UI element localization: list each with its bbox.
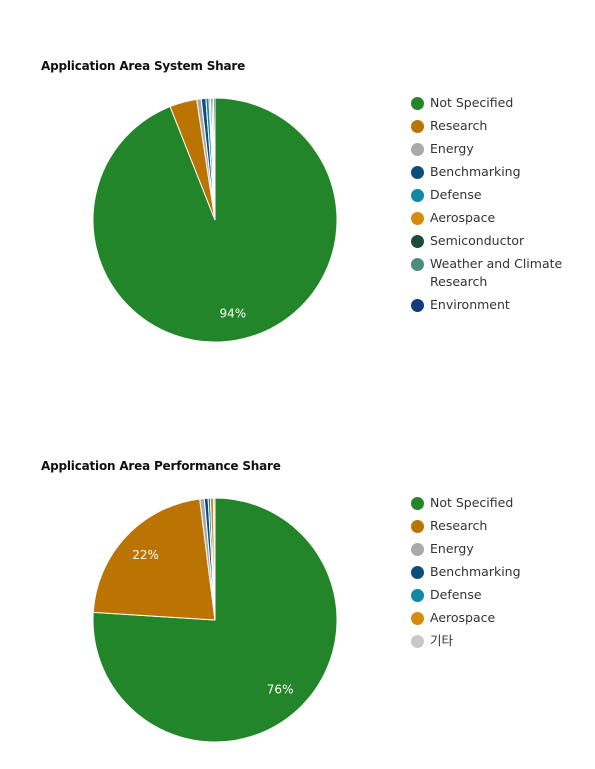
legend-item-aerospace[interactable]: Aerospace [411, 609, 591, 627]
legend-label: Not Specified [430, 495, 514, 510]
legend-item-energy[interactable]: Energy [411, 140, 591, 158]
data-label: 22% [132, 548, 159, 562]
data-label: 76% [267, 682, 294, 696]
legend-label: Energy [430, 141, 474, 156]
legend-label: Energy [430, 541, 474, 556]
legend-item-not-specified[interactable]: Not Specified [411, 94, 591, 112]
legend-label: Aerospace [430, 610, 496, 625]
legend-swatch [411, 120, 424, 133]
legend-item-other[interactable]: 기타 [411, 632, 591, 650]
legend-label: Defense [430, 187, 482, 202]
legend-swatch [411, 189, 424, 202]
legend-label: 기타 [430, 633, 454, 648]
legend-item-benchmarking[interactable]: Benchmarking [411, 163, 591, 181]
legend-swatch [411, 97, 424, 110]
legend-item-environment[interactable]: Environment [411, 296, 591, 314]
legend-swatch [411, 143, 424, 156]
legend-label: Defense [430, 587, 482, 602]
pie-slice-other[interactable] [212, 497, 216, 621]
legend-swatch [411, 497, 424, 510]
legend-swatch [411, 258, 424, 271]
legend-swatch [411, 635, 424, 648]
legend-label: Semiconductor [430, 233, 525, 248]
legend-item-research[interactable]: Research [411, 117, 591, 135]
pie-slice-research[interactable] [92, 498, 216, 621]
chart-title: Application Area Performance Share [41, 459, 281, 473]
legend: Not Specified Research Energy Benchmarking D… [411, 494, 591, 655]
legend-swatch [411, 543, 424, 556]
legend-label: Benchmarking [430, 564, 521, 579]
legend-item-defense[interactable]: Defense [411, 586, 591, 604]
pie-chart: 94% [92, 97, 338, 343]
legend-swatch [411, 566, 424, 579]
legend-item-defense[interactable]: Defense [411, 186, 591, 204]
legend-item-aerospace[interactable]: Aerospace [411, 209, 591, 227]
legend-label: Weather and Climate Research [430, 256, 563, 289]
legend-item-not-specified[interactable]: Not Specified [411, 494, 591, 512]
legend-swatch [411, 520, 424, 533]
legend-label: Not Specified [430, 95, 514, 110]
pie-chart: 76% 22% [92, 497, 338, 743]
legend-item-semiconductor[interactable]: Semiconductor [411, 232, 591, 250]
legend-label: Research [430, 518, 488, 533]
legend-swatch [411, 299, 424, 312]
legend-item-energy[interactable]: Energy [411, 540, 591, 558]
legend-item-research[interactable]: Research [411, 517, 591, 535]
legend-item-weather-and-climate-research[interactable]: Weather and Climate Research [411, 255, 591, 291]
legend-label: Environment [430, 297, 510, 312]
chart-title: Application Area System Share [41, 59, 246, 73]
pie-slice-environment[interactable] [212, 97, 216, 221]
legend-swatch [411, 212, 424, 225]
legend-swatch [411, 166, 424, 179]
legend: Not Specified Research Energy Benchmarking D… [411, 94, 591, 319]
legend-swatch [411, 589, 424, 602]
legend-label: Benchmarking [430, 164, 521, 179]
legend-swatch [411, 235, 424, 248]
legend-item-benchmarking[interactable]: Benchmarking [411, 563, 591, 581]
data-label: 94% [219, 306, 246, 320]
legend-label: Research [430, 118, 488, 133]
legend-swatch [411, 612, 424, 625]
legend-label: Aerospace [430, 210, 496, 225]
